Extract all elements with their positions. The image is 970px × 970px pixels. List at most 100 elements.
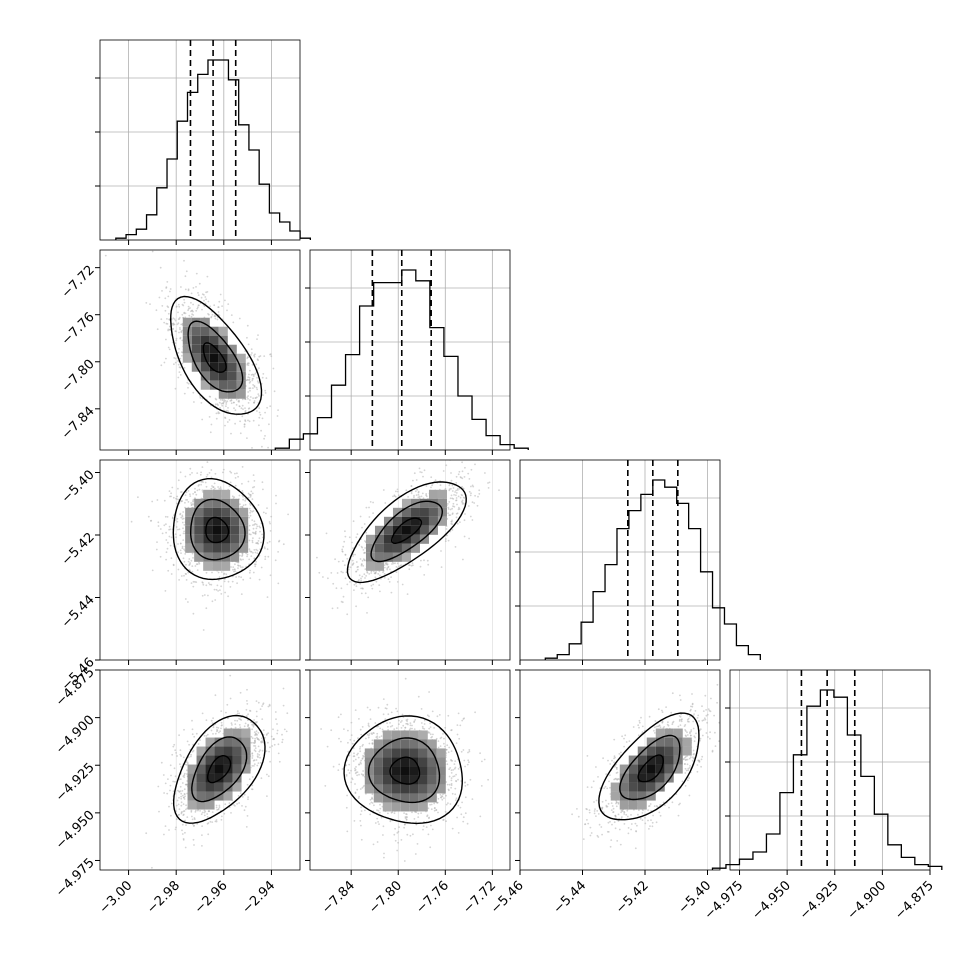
scatter-point bbox=[612, 807, 615, 810]
scatter-point bbox=[201, 489, 204, 492]
scatter-point bbox=[411, 562, 414, 565]
scatter-point bbox=[688, 794, 691, 797]
scatter-point bbox=[282, 687, 285, 690]
scatter-point bbox=[185, 563, 187, 566]
scatter-point bbox=[360, 838, 363, 841]
scatter-point bbox=[235, 458, 237, 460]
panel-frame bbox=[519, 459, 721, 661]
scatter-point bbox=[390, 591, 393, 594]
scatter-point bbox=[634, 847, 637, 850]
scatter-point bbox=[423, 719, 426, 722]
scatter-point bbox=[459, 724, 462, 727]
scatter-point bbox=[232, 568, 234, 571]
scatter-point bbox=[464, 513, 466, 515]
scatter-point bbox=[247, 419, 249, 422]
scatter-point bbox=[371, 743, 374, 745]
density-cell bbox=[209, 371, 219, 381]
scatter-point bbox=[204, 302, 207, 305]
scatter-point bbox=[249, 389, 251, 392]
scatter-point bbox=[448, 489, 451, 492]
scatter-point bbox=[224, 399, 227, 402]
scatter-point bbox=[448, 768, 451, 771]
scatter-point bbox=[240, 593, 243, 595]
scatter-point bbox=[446, 783, 449, 786]
scatter-point bbox=[218, 806, 221, 809]
scatter-point bbox=[229, 697, 232, 700]
scatter-point bbox=[348, 754, 351, 757]
scatter-point bbox=[345, 806, 348, 809]
scatter-point bbox=[344, 535, 347, 538]
scatter-point bbox=[197, 484, 200, 487]
density-cell bbox=[391, 793, 401, 803]
scatter-point bbox=[264, 389, 267, 392]
scatter-point bbox=[340, 713, 342, 716]
density-cell bbox=[232, 755, 242, 765]
scatter-point bbox=[361, 575, 364, 578]
scatter-point bbox=[156, 499, 159, 501]
scatter-point bbox=[251, 784, 254, 787]
scatter-point bbox=[688, 777, 690, 779]
scatter-point bbox=[253, 719, 256, 721]
scatter-point bbox=[261, 445, 263, 448]
scatter-point bbox=[655, 821, 658, 824]
scatter-point bbox=[657, 708, 660, 711]
scatter-point bbox=[184, 795, 186, 798]
scatter-point bbox=[456, 522, 459, 525]
density-cell bbox=[419, 498, 429, 508]
scatter-point bbox=[252, 724, 255, 727]
scatter-point bbox=[207, 582, 210, 584]
scatter-point bbox=[163, 792, 166, 794]
scatter-point bbox=[677, 814, 680, 817]
scatter-point bbox=[455, 773, 457, 776]
scatter-point bbox=[466, 822, 469, 825]
density-cell bbox=[410, 534, 420, 544]
contour-line bbox=[169, 295, 263, 415]
scatter-point bbox=[210, 476, 213, 479]
scatter-point bbox=[481, 760, 483, 763]
density-cell bbox=[437, 489, 447, 499]
scatter-point bbox=[700, 758, 703, 761]
scatter-point bbox=[230, 722, 233, 725]
density-cell bbox=[400, 730, 410, 740]
scatter-point bbox=[253, 745, 255, 747]
scatter-point bbox=[650, 819, 652, 821]
scatter-point bbox=[252, 387, 254, 389]
scatter-point bbox=[165, 322, 168, 325]
scatter-point bbox=[211, 485, 213, 487]
contour-line bbox=[619, 734, 681, 801]
scatter-point bbox=[267, 446, 269, 449]
scatter-point bbox=[393, 728, 396, 730]
scatter-point bbox=[224, 591, 227, 594]
scatter-point bbox=[464, 812, 467, 815]
scatter-point bbox=[640, 716, 642, 719]
scatter-point bbox=[658, 811, 661, 814]
scatter-point bbox=[227, 595, 230, 598]
scatter-point bbox=[247, 480, 250, 483]
density-cell bbox=[646, 737, 656, 747]
scatter-point bbox=[609, 774, 611, 777]
scatter-point bbox=[269, 405, 272, 408]
scatter-point bbox=[264, 411, 266, 414]
scatter-point bbox=[273, 743, 276, 746]
scatter-point bbox=[249, 495, 252, 498]
density-cell bbox=[223, 764, 233, 774]
density-cell bbox=[428, 525, 438, 535]
scatter-point bbox=[180, 552, 182, 554]
scatter-point bbox=[360, 587, 362, 590]
scatter-point bbox=[423, 559, 425, 562]
scatter-point bbox=[662, 727, 665, 729]
scatter-point bbox=[239, 718, 242, 721]
scatter-point bbox=[178, 808, 181, 811]
density-cell bbox=[232, 764, 242, 774]
scatter-point bbox=[706, 713, 709, 716]
scatter-point bbox=[149, 520, 152, 522]
scatter-point bbox=[474, 711, 476, 714]
scatter-point bbox=[156, 541, 158, 543]
scatter-point bbox=[691, 693, 693, 695]
scatter-point bbox=[244, 407, 246, 409]
scatter-point bbox=[261, 718, 264, 720]
scatter-point bbox=[266, 596, 269, 598]
density-cell bbox=[365, 534, 375, 544]
scatter-point bbox=[246, 378, 249, 381]
density-cell bbox=[383, 552, 393, 562]
